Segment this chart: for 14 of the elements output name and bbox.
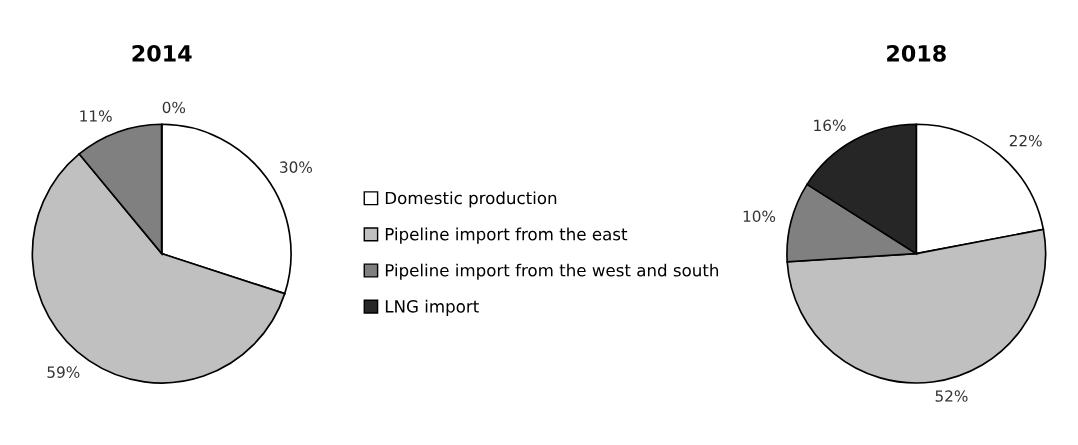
chart-title: 2014: [132, 44, 192, 62]
data-label: 16%: [814, 119, 846, 132]
data-label: 10%: [743, 210, 776, 223]
data-label: 22%: [1009, 134, 1042, 147]
data-label: 30%: [280, 161, 313, 173]
legend-label: Domestic production: [385, 191, 557, 208]
data-label: 52%: [935, 390, 968, 402]
legend-label: Pipeline import from the west and south: [385, 263, 719, 280]
text: 0%: [162, 101, 186, 114]
legend-label: LNG import: [385, 299, 479, 316]
chart-title: 2018: [887, 44, 946, 62]
data-label: 11%: [80, 110, 112, 122]
data-label: 59%: [47, 366, 80, 378]
legend-label: Pipeline import from the east: [385, 227, 628, 244]
